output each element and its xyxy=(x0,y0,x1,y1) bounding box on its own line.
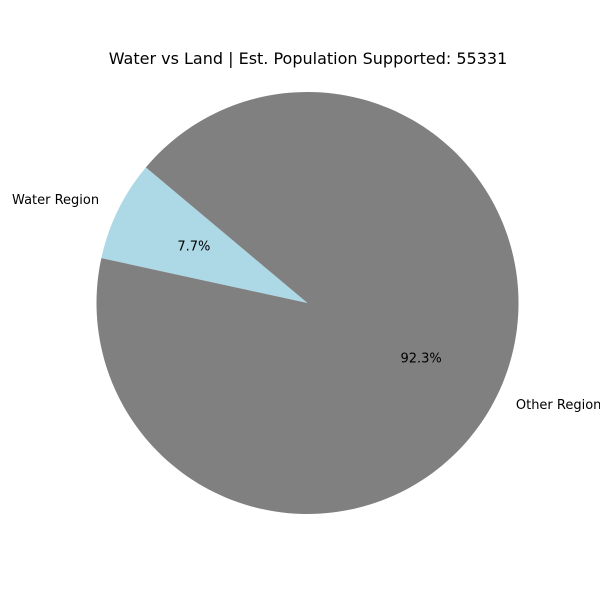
pie-slices xyxy=(96,91,519,514)
slice-label-water-region: Water Region xyxy=(12,193,99,208)
slice-label-other-region: Other Region xyxy=(516,398,600,413)
chart-title: Water vs Land | Est. Population Supporte… xyxy=(109,49,508,68)
pie-labels: Water Region 7.7% Other Region 92.3% xyxy=(12,193,600,413)
pie-slice-other-region xyxy=(96,91,519,514)
slice-percent-water-region: 7.7% xyxy=(177,240,210,255)
pie-slice-water-region xyxy=(101,167,308,303)
slice-percent-other-region: 92.3% xyxy=(400,351,441,366)
